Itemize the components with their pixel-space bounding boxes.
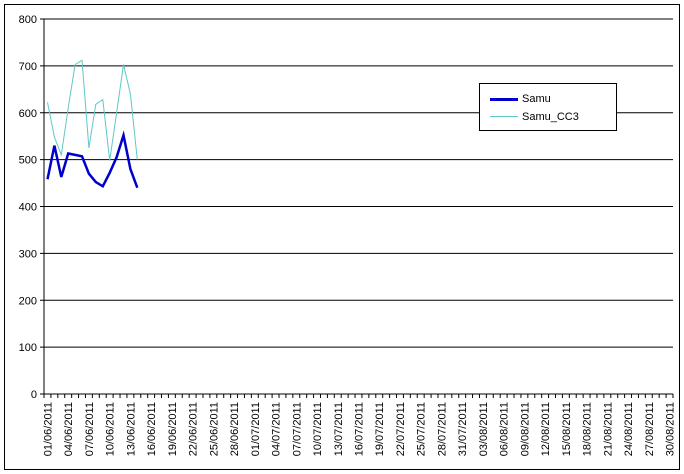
x-tick-label: 27/08/2011 [644, 402, 656, 456]
series-lines [46, 59, 139, 189]
x-tick-label: 22/06/2011 [188, 402, 200, 456]
legend-swatch [490, 116, 518, 117]
y-tick-label: 600 [19, 108, 37, 120]
x-tick-label: 10/07/2011 [312, 402, 324, 456]
x-tick-label: 01/06/2011 [42, 402, 54, 456]
x-tick-label: 22/07/2011 [395, 402, 407, 456]
x-tick-labels: 01/06/2011 04/06/2011 07/06/2011 10/06/2011… [42, 402, 676, 456]
x-tick-label: 19/07/2011 [374, 402, 386, 456]
x-tick-label: 31/07/2011 [457, 402, 469, 456]
x-tick-label: 12/08/2011 [540, 402, 552, 456]
x-tick-label: 16/06/2011 [146, 402, 158, 456]
y-tick-label: 0 [31, 389, 37, 401]
x-tick-label: 25/06/2011 [208, 402, 220, 456]
x-tick-label: 13/06/2011 [125, 402, 137, 456]
x-tick-label: 18/08/2011 [582, 402, 594, 456]
legend-label: Samu_CC3 [522, 111, 579, 123]
x-tick-label: 13/07/2011 [333, 402, 345, 456]
legend: Samu Samu_CC3 [479, 83, 617, 131]
x-tick-label: 25/07/2011 [416, 402, 428, 456]
legend-label: Samu [522, 93, 551, 105]
x-tick-label: 19/06/2011 [167, 402, 179, 456]
y-tick-label: 500 [19, 155, 37, 167]
x-tick-label: 16/07/2011 [354, 402, 366, 456]
y-tick-label: 300 [19, 248, 37, 260]
chart-frame: 0 100 200 300 400 500 600 700 800 01/06/2011 04/0… [4, 4, 680, 470]
x-tick-label: 01/07/2011 [250, 402, 262, 456]
x-tick-label: 04/07/2011 [271, 402, 283, 456]
y-tick-label: 200 [19, 295, 37, 307]
x-tick-label: 21/08/2011 [602, 402, 614, 456]
x-tick-label: 28/07/2011 [436, 402, 448, 456]
series-line-samu [46, 130, 139, 189]
y-tick-label: 800 [19, 14, 37, 26]
x-tick-label: 09/08/2011 [519, 402, 531, 456]
x-tick-label: 10/06/2011 [105, 402, 117, 456]
x-tick-label: 07/07/2011 [291, 402, 303, 456]
y-tick-label: 400 [19, 202, 37, 214]
series-line-samu-cc3 [47, 59, 138, 161]
x-tick-label: 30/08/2011 [665, 402, 677, 456]
x-tick-label: 03/08/2011 [478, 402, 490, 456]
line-chart: 0 100 200 300 400 500 600 700 800 01/06/2011 04/0… [19, 14, 677, 456]
x-tick-label: 06/08/2011 [499, 402, 511, 456]
x-tick-label: 24/08/2011 [623, 402, 635, 456]
x-tick-label: 15/08/2011 [561, 402, 573, 456]
axes [40, 18, 674, 398]
legend-swatch [490, 98, 518, 101]
x-tick-label: 04/06/2011 [63, 402, 75, 456]
gridlines [44, 18, 673, 348]
y-tick-labels: 0 100 200 300 400 500 600 700 800 [19, 14, 37, 401]
x-tick-label: 28/06/2011 [229, 402, 241, 456]
y-tick-label: 700 [19, 61, 37, 73]
y-tick-label: 100 [19, 342, 37, 354]
x-tick-label: 07/06/2011 [84, 402, 96, 456]
